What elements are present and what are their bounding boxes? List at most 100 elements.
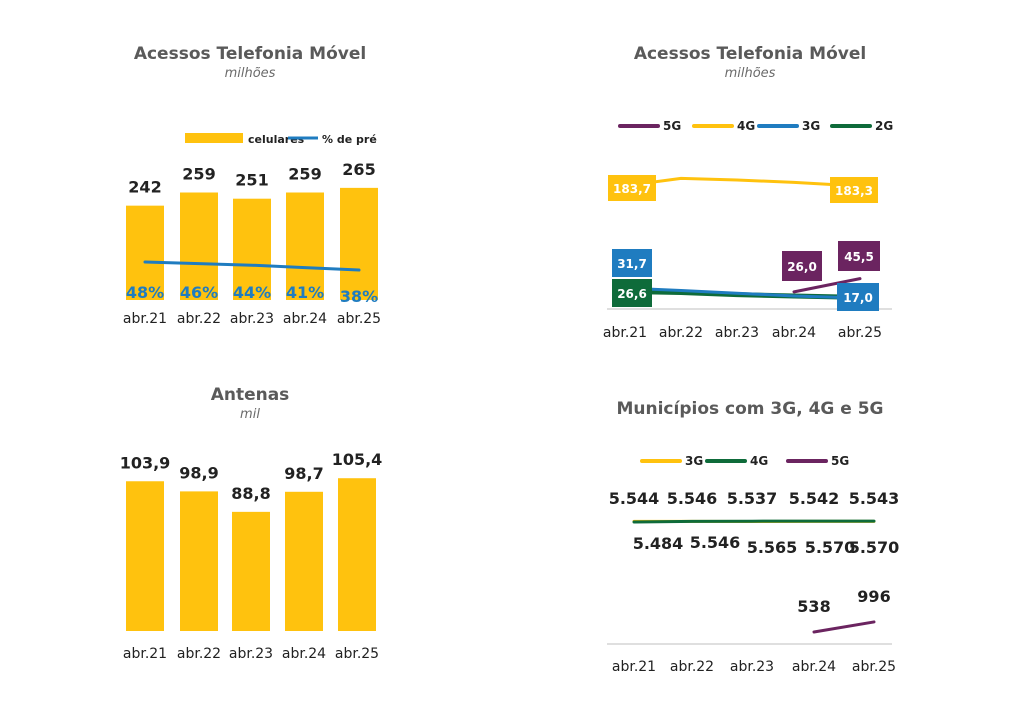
data-label: 5.570	[849, 538, 900, 557]
data-label: 5.546	[690, 533, 741, 552]
bar	[126, 481, 164, 631]
x-tick-label: abr.22	[670, 659, 714, 675]
series-line	[143, 260, 361, 272]
chart-title: Acessos Telefonia Móvel	[633, 44, 867, 64]
bar	[232, 511, 270, 631]
bar	[338, 478, 376, 631]
x-tick-label: abr.22	[659, 325, 703, 341]
municipalities-panel: Municípios com 3G, 4G e 5G 3G 4G 5G 5.544 5.…	[512, 354, 1024, 709]
x-tick-label: abr.23	[230, 311, 274, 327]
chart-subtitle: milhões	[724, 66, 776, 81]
data-label: 5.544	[609, 489, 660, 508]
bar	[180, 192, 218, 300]
legend-label: 5G	[831, 454, 849, 468]
data-label: 5.484	[633, 534, 684, 553]
x-tick-label: abr.23	[730, 659, 774, 675]
x-tick-label: abr.22	[177, 646, 221, 662]
chart-title: Antenas	[210, 385, 290, 405]
mobile-accesses-chart: celulares % de pré 242 259 251 259 265 48% 46% 44…	[123, 133, 381, 327]
legend-label: 2G	[875, 119, 893, 133]
series-line	[792, 277, 862, 294]
bar-value-label: 242	[128, 178, 161, 197]
series-line	[623, 286, 862, 300]
legend-label: 4G	[750, 454, 768, 468]
chart-subtitle: milhões	[224, 66, 276, 81]
percent-label: 48%	[126, 283, 164, 302]
bar	[286, 192, 324, 300]
data-label-box	[838, 241, 880, 271]
legend-label: 5G	[663, 119, 681, 133]
data-label-box	[782, 251, 822, 281]
legend-swatch	[185, 133, 243, 143]
data-label: 183,3	[835, 184, 873, 198]
data-label-box	[612, 279, 652, 307]
mobile-accesses-panel: Acessos Telefonia Móvel milhões celulare…	[0, 0, 512, 354]
data-label: 5.570	[805, 538, 856, 557]
data-label: 183,7	[613, 182, 651, 196]
legend-label: % de pré	[322, 133, 377, 146]
x-tick-label: abr.24	[772, 325, 816, 341]
x-tick-label: abr.25	[335, 646, 379, 662]
bar-value-label: 103,9	[120, 453, 171, 472]
x-tick-label: abr.21	[603, 325, 647, 341]
data-label: 5.543	[849, 489, 900, 508]
data-label: 26,6	[617, 287, 647, 301]
x-tick-label: abr.21	[123, 311, 167, 327]
data-label: 17,0	[843, 291, 873, 305]
legend-label: 4G	[737, 119, 755, 133]
percent-label: 41%	[286, 283, 324, 302]
chart-title: Acessos Telefonia Móvel	[133, 44, 367, 64]
series-line	[632, 519, 876, 524]
data-label-box	[830, 177, 878, 203]
data-label-box	[837, 283, 879, 311]
x-tick-label: abr.25	[852, 659, 896, 675]
data-label: 5.537	[727, 489, 778, 508]
technology-accesses-chart: 5G 4G 3G 2G 183,7 183,3 31,7 26,6 17,0 26,0 45,5 ab…	[603, 119, 893, 341]
municipalities-chart: 3G 4G 5G 5.544 5.546 5.537 5.542 5.543 5.484 5.54…	[607, 454, 900, 675]
data-label: 45,5	[844, 250, 874, 264]
bar	[340, 187, 378, 300]
chart-subtitle: mil	[240, 407, 260, 422]
chart-title: Municípios com 3G, 4G e 5G	[616, 399, 884, 419]
x-tick-label: abr.24	[792, 659, 836, 675]
bar-value-label: 98,7	[284, 464, 323, 483]
bar-value-label: 98,9	[179, 463, 218, 482]
antennas-chart: 103,9 98,9 88,8 98,7 105,4 abr.21 abr.22 abr.23…	[120, 450, 383, 662]
series-line	[623, 176, 862, 188]
x-tick-label: abr.25	[838, 325, 882, 341]
technology-accesses-panel: Acessos Telefonia Móvel milhões 5G 4G 3G 2G…	[512, 0, 1024, 354]
legend-label: celulares	[248, 133, 305, 146]
data-label: 31,7	[617, 257, 647, 271]
data-label: 5.542	[789, 489, 840, 508]
data-label: 26,0	[787, 260, 817, 274]
x-tick-label: abr.23	[229, 646, 273, 662]
data-label: 538	[797, 597, 830, 616]
bar-value-label: 265	[342, 160, 375, 179]
x-tick-label: abr.21	[612, 659, 656, 675]
bar	[285, 491, 323, 631]
x-tick-label: abr.24	[282, 646, 326, 662]
legend-label: 3G	[802, 119, 820, 133]
bar	[180, 491, 218, 631]
data-label: 5.565	[747, 538, 798, 557]
antennas-panel: Antenas mil 103,9 98,9 88,8 98,7 105,4 abr.21…	[0, 354, 512, 709]
data-label-box	[612, 249, 652, 277]
bar-value-label: 251	[235, 171, 268, 190]
data-label: 996	[857, 587, 890, 606]
data-label: 5.546	[667, 489, 718, 508]
x-tick-label: abr.25	[337, 311, 381, 327]
bar	[233, 198, 271, 300]
percent-label: 46%	[180, 283, 218, 302]
bar-value-label: 88,8	[231, 484, 270, 503]
legend-label: 3G	[685, 454, 703, 468]
x-tick-label: abr.24	[283, 311, 327, 327]
series-line	[812, 620, 876, 634]
bar-value-label: 105,4	[332, 450, 383, 469]
bar	[126, 205, 164, 300]
x-tick-label: abr.23	[715, 325, 759, 341]
bar-value-label: 259	[182, 165, 215, 184]
percent-label: 38%	[340, 287, 378, 306]
x-tick-label: abr.21	[123, 646, 167, 662]
data-label-box	[608, 175, 656, 201]
percent-label: 44%	[233, 283, 271, 302]
